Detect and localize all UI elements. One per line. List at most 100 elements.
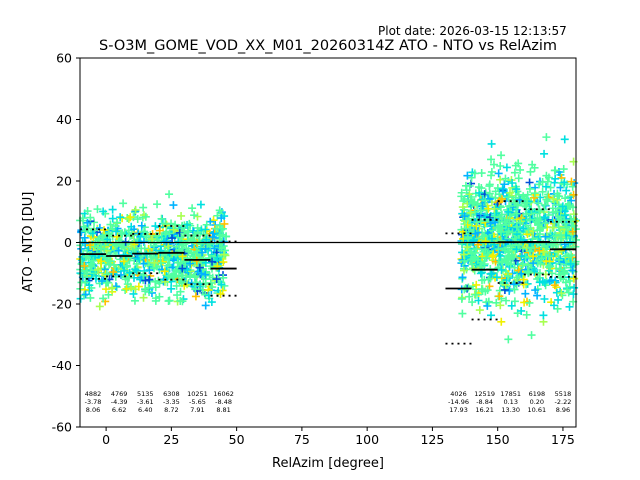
data-point [466,196,475,205]
data-point [141,276,150,285]
data-point [488,252,497,261]
y-axis-label: ATO - NTO [DU] [21,192,36,293]
data-point [86,293,95,302]
data-point [472,245,481,254]
data-point [477,285,486,294]
data-point [195,263,204,272]
data-point [476,269,485,278]
data-point [502,296,511,305]
data-point [95,302,104,311]
data-point [494,223,503,232]
data-point [525,229,534,238]
data-point [492,273,501,282]
data-point [81,290,90,299]
data-point [558,202,567,211]
data-point [549,301,558,310]
bin-stat-label: 6308 [163,390,180,398]
data-point [538,178,547,187]
data-point [534,199,543,208]
data-point [471,229,480,238]
data-point [193,247,202,256]
data-point [137,221,146,230]
data-point [196,239,205,248]
bin-stat-label: -5.65 [189,398,206,406]
data-point [504,272,513,281]
x-tick-label: 175 [551,432,575,447]
data-point [550,166,559,175]
data-point [488,234,497,243]
scatter-points [76,133,580,344]
y-tick-label: 60 [56,51,72,66]
data-point [518,259,527,268]
data-point [562,260,571,269]
data-point [174,272,183,281]
data-point [501,174,510,183]
data-point [139,203,148,212]
data-point [490,212,499,221]
data-point [508,253,517,262]
data-point [466,208,475,217]
data-point [462,186,471,195]
data-point [546,183,555,192]
data-point [471,290,480,299]
data-point [484,297,493,306]
data-point [133,250,142,259]
data-point [493,184,502,193]
data-point [154,276,163,285]
data-point [540,294,549,303]
data-point [533,234,542,243]
data-point [139,270,148,279]
data-point [101,278,110,287]
data-point [178,252,187,261]
data-point [546,262,555,271]
data-point [116,213,125,222]
data-point [561,194,570,203]
data-point [120,266,129,275]
data-point [108,283,117,292]
data-point [519,275,528,284]
data-point [93,236,102,245]
data-point [190,211,199,220]
data-point [188,204,197,213]
data-point [212,275,221,284]
data-point [135,255,144,264]
data-point [530,163,539,172]
data-point [567,216,576,225]
data-point [485,189,494,198]
data-point [470,169,479,178]
data-point [151,294,160,303]
data-point [92,249,101,258]
data-point [191,285,200,294]
data-point [108,214,117,223]
bin-stat-label: 4769 [111,390,128,398]
data-point [495,292,504,301]
x-tick-label: 50 [229,432,245,447]
x-tick-label: 0 [102,432,110,447]
data-point [537,254,546,263]
data-point [476,206,485,215]
data-point [153,236,162,245]
data-point [516,165,525,174]
data-point [546,240,555,249]
data-point [489,160,498,169]
data-point [504,207,513,216]
data-point [524,225,533,234]
data-point [560,178,569,187]
data-point [183,227,192,236]
data-point [79,222,88,231]
data-point [502,163,511,172]
bin-stat-label: 5135 [137,390,154,398]
data-point [465,182,474,191]
data-point [570,283,579,292]
data-point [151,222,160,231]
data-point [502,275,511,284]
data-point [85,281,94,290]
data-point [462,224,471,233]
data-point [122,284,131,293]
data-point [504,335,513,344]
data-point [541,219,550,228]
data-point [106,257,115,266]
data-point [517,306,526,315]
data-point [481,196,490,205]
bin-stat-label: 10.61 [528,406,547,414]
